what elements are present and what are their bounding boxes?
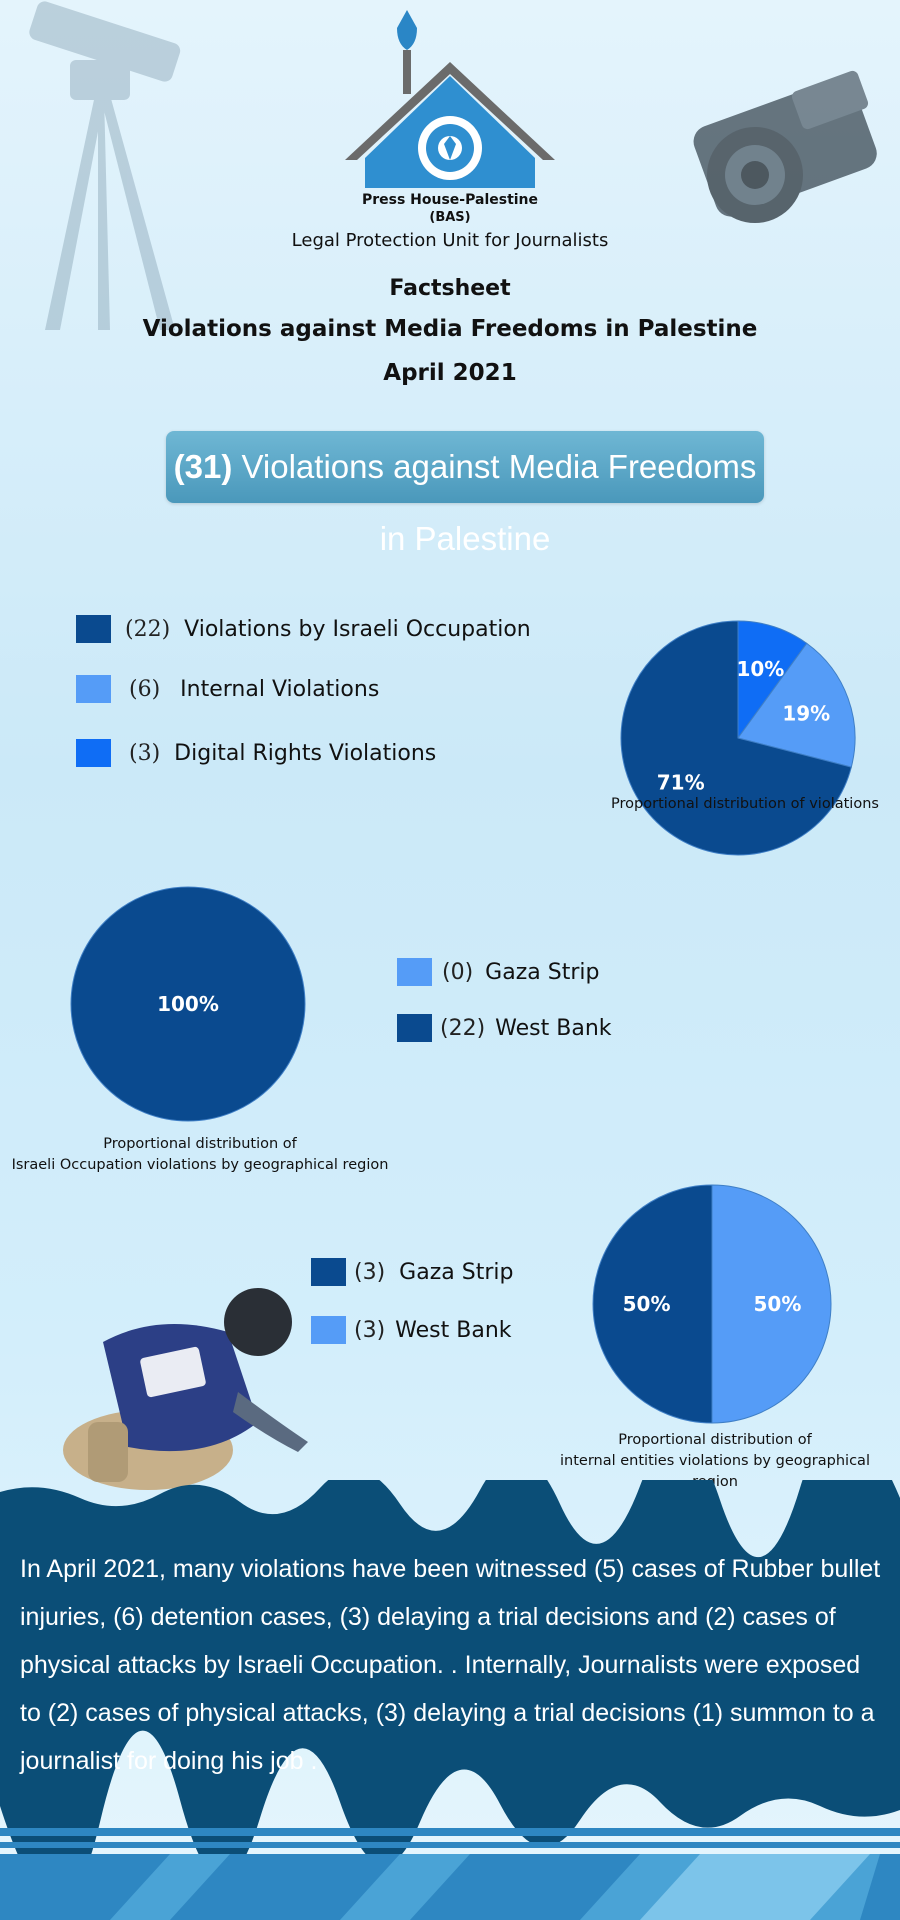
decorative-stripes [0, 1828, 900, 1920]
org-abbreviation: (BAS) [429, 210, 471, 225]
summary-band [0, 1480, 900, 1860]
report-date: April 2021 [383, 360, 517, 386]
legend-label: Gaza Strip [399, 1259, 514, 1285]
caption-line-2: Israeli Occupation violations by geograp… [11, 1157, 389, 1173]
factsheet-label: Factsheet [389, 276, 511, 301]
pie-slice-label: 10% [736, 657, 784, 681]
legend-swatch [76, 615, 111, 643]
legend-count: (22) [440, 1015, 486, 1041]
legend-swatch [311, 1258, 346, 1286]
internal-region-caption: Proportional distribution of internal en… [540, 1430, 890, 1493]
pie-slice [592, 1184, 713, 1424]
legend-swatch [397, 1014, 432, 1042]
occupation-region-pie-chart: 100% [70, 886, 306, 1122]
violations-pie-chart: 10% 19% 71% [620, 620, 856, 856]
press-house-logo [345, 10, 555, 188]
total-violations-text: Violations against Media Freedoms in Pal… [241, 448, 757, 557]
legend-item-gaza: (3) Gaza Strip [311, 1257, 513, 1287]
legend-item-occupation: (22) Violations by Israeli Occupation [76, 614, 531, 644]
summary-text: In April 2021, many violations have been… [20, 1555, 881, 1775]
legend-label: Internal Violations [180, 676, 380, 702]
dslr-camera-photo [693, 70, 877, 223]
total-violations-count: (31) [173, 448, 233, 485]
occupation-region-caption: Proportional distribution of Israeli Occ… [0, 1134, 400, 1176]
legend-label: West Bank [395, 1317, 512, 1343]
occupation-region-legend: (0) Gaza Strip (22) West Bank [397, 957, 612, 1043]
violations-legend: (22) Violations by Israeli Occupation (6… [76, 614, 531, 768]
legend-count: (0) [442, 959, 474, 985]
total-violations-banner: (31) Violations against Media Freedoms i… [166, 431, 764, 557]
pie-slice-label: 19% [782, 701, 830, 725]
journalist-photo [63, 1288, 308, 1490]
legend-count: (6) [129, 676, 161, 702]
internal-region-legend: (3) Gaza Strip (3) West Bank [311, 1257, 513, 1345]
legend-item-west-bank: (3) West Bank [311, 1315, 513, 1345]
pie-slice [711, 1184, 832, 1424]
legend-count: (3) [354, 1317, 386, 1343]
pie-slice [70, 886, 306, 1122]
legend-count: (3) [354, 1259, 386, 1285]
legend-item-west-bank: (22) West Bank [397, 1013, 612, 1043]
legend-swatch [397, 958, 432, 986]
violations-pie-caption: Proportional distribution of violations [611, 796, 879, 812]
tripod-camera-photo [29, 1, 181, 330]
pie-slice [620, 620, 852, 856]
legend-label: West Bank [495, 1015, 612, 1041]
legend-count: (22) [125, 616, 171, 642]
pie-slice [737, 642, 856, 768]
legend-item-internal: (6) Internal Violations [76, 674, 531, 704]
unit-name: Legal Protection Unit for Journalists [291, 230, 609, 251]
legend-label: Violations by Israeli Occupation [184, 616, 531, 642]
legend-swatch [76, 675, 111, 703]
legend-label: Gaza Strip [485, 959, 600, 985]
legend-swatch [311, 1316, 346, 1344]
legend-count: (3) [129, 740, 161, 766]
legend-item-gaza: (0) Gaza Strip [397, 957, 612, 987]
pie-slice-label: 100% [157, 992, 219, 1016]
pie-slice-label: 71% [657, 770, 705, 794]
pie-slice [737, 620, 808, 740]
legend-label: Digital Rights Violations [174, 740, 437, 766]
caption-line-1: Proportional distribution of [103, 1136, 297, 1152]
pie-slice-label: 50% [754, 1292, 802, 1316]
caption-line-1: Proportional distribution of [618, 1432, 812, 1448]
internal-region-pie-chart: 50% 50% [592, 1184, 832, 1424]
legend-item-digital: (3) Digital Rights Violations [76, 738, 531, 768]
legend-swatch [76, 739, 111, 767]
org-name: Press House-Palestine [361, 192, 539, 208]
pie-slice-label: 50% [623, 1292, 671, 1316]
page-title: Violations against Media Freedoms in Pal… [142, 316, 758, 342]
